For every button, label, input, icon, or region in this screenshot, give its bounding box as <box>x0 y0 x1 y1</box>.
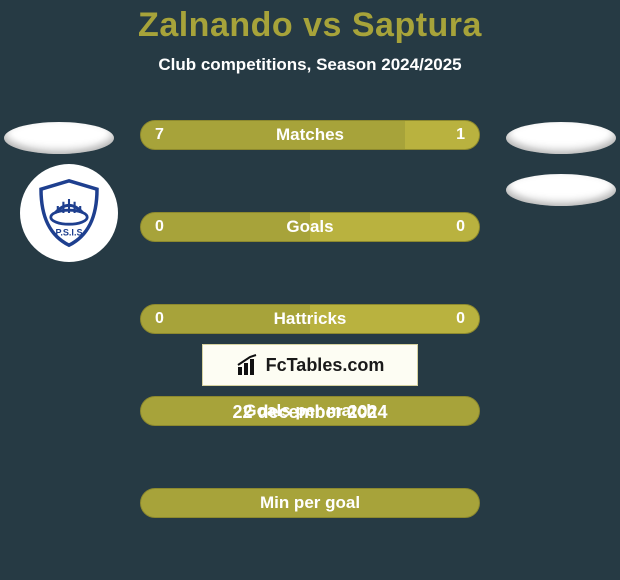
stat-seg-right: 0 <box>310 213 479 241</box>
page-subtitle: Club competitions, Season 2024/2025 <box>0 55 620 75</box>
stat-seg-left: 7 <box>141 121 405 149</box>
date-text: 22 december 2024 <box>0 402 620 423</box>
brand-box[interactable]: FcTables.com <box>202 344 418 386</box>
stat-left-value: 0 <box>155 218 164 236</box>
stat-bar-hattricks: 0 0 Hattricks <box>140 304 480 334</box>
stat-left-value: 0 <box>155 310 164 328</box>
bars-chart-icon <box>236 353 260 377</box>
page-title: Zalnando vs Saptura <box>0 0 620 45</box>
comparison-card: Zalnando vs Saptura Club competitions, S… <box>0 0 620 580</box>
stat-row: 0 0 Goals <box>0 198 620 244</box>
stat-row: 7 1 Matches <box>0 106 620 152</box>
stat-bar-mpg: Min per goal <box>140 488 480 518</box>
stat-row: Min per goal <box>0 474 620 520</box>
stats-stage: P.S.I.S 7 1 Matches 0 <box>0 106 620 336</box>
stat-label: Min per goal <box>260 493 360 513</box>
stat-bar-matches: 7 1 Matches <box>140 120 480 150</box>
stat-seg-left: 0 <box>141 305 310 333</box>
stat-seg-right: 1 <box>405 121 479 149</box>
brand-name: FcTables.com <box>266 355 385 376</box>
stat-seg-left: 0 <box>141 213 310 241</box>
stat-row: 0 0 Hattricks <box>0 290 620 336</box>
stat-right-value: 0 <box>456 310 465 328</box>
stat-right-value: 0 <box>456 218 465 236</box>
stat-seg-right: 0 <box>310 305 479 333</box>
stat-right-value: 1 <box>456 126 465 144</box>
stat-left-value: 7 <box>155 126 164 144</box>
stat-bar-goals: 0 0 Goals <box>140 212 480 242</box>
